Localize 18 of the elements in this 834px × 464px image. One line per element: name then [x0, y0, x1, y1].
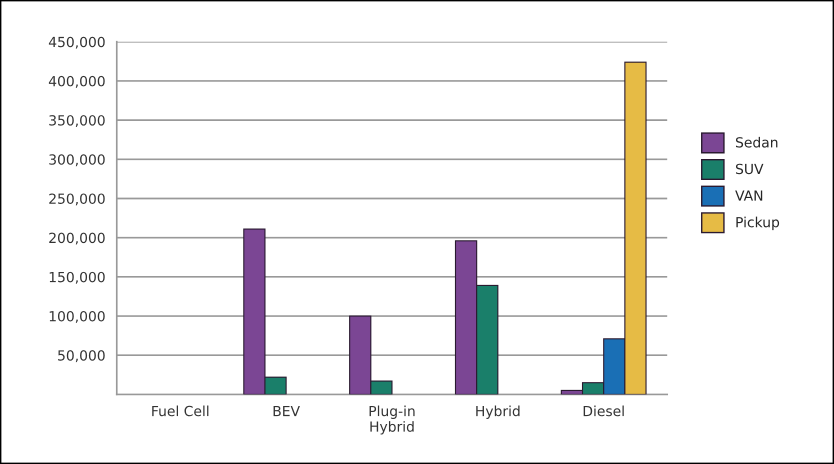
x-tick-label: Plug-in Hybrid	[370, 406, 415, 435]
y-tick-label: 50,000	[58, 350, 105, 362]
y-tick-label: 450,000	[48, 36, 105, 49]
x-tick-label: Diesel	[584, 406, 624, 416]
y-tick-label: 150,000	[50, 272, 105, 284]
y-tick-label: 300,000	[49, 154, 105, 166]
legend-label: Pickup	[736, 216, 780, 230]
legend-label: VAN	[735, 190, 762, 201]
x-tick-label: BEV	[274, 406, 300, 416]
y-tick-label: 200,000	[49, 232, 105, 245]
y-tick-label: 100,000	[50, 311, 105, 323]
y-tick-label: 400,000	[48, 76, 105, 88]
legend-label: Sedan	[736, 136, 778, 148]
y-tick-label: 350,000	[49, 115, 105, 128]
x-tick-label: Fuel Cell	[152, 406, 208, 416]
y-tick-label: 250,000	[49, 193, 105, 206]
x-tick-label: Hybrid	[476, 406, 520, 419]
legend-label: SUV	[736, 164, 764, 174]
